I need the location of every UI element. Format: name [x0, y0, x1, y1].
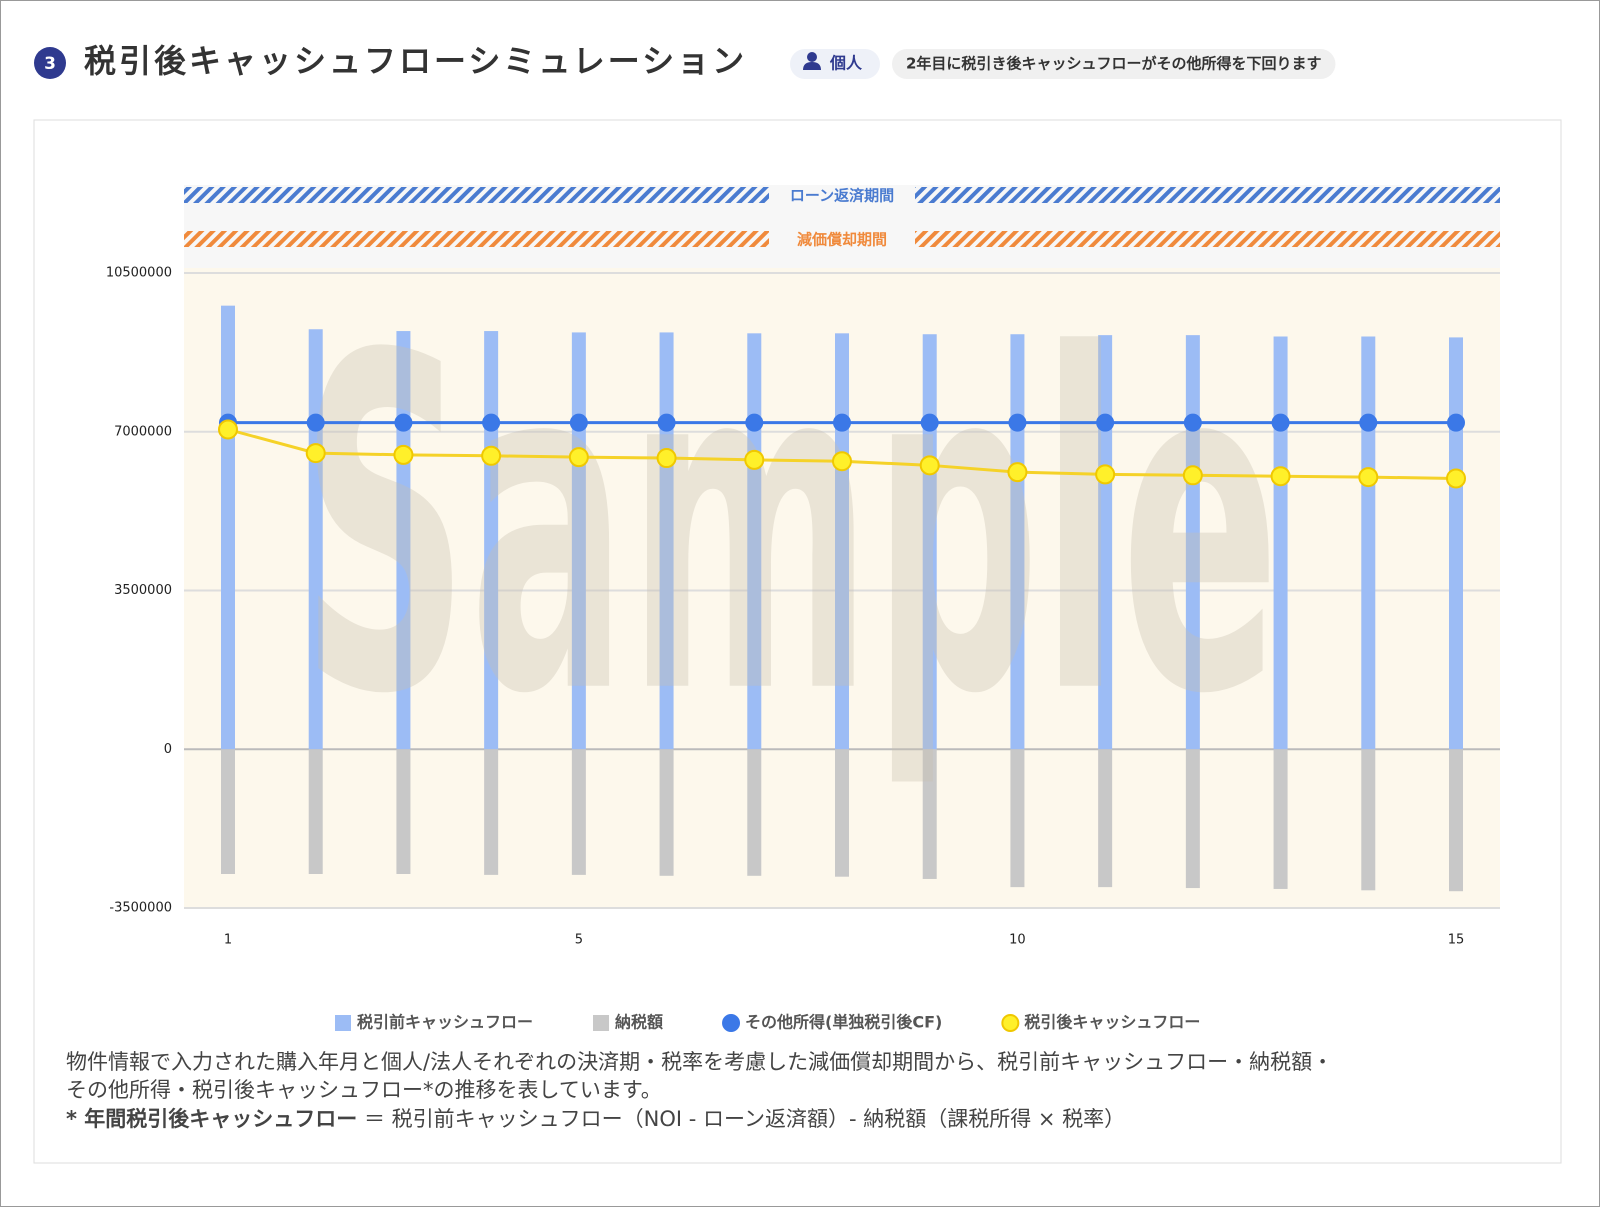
bar: [484, 749, 499, 875]
bar: [1361, 749, 1376, 891]
point: [1095, 464, 1116, 485]
bar: [308, 329, 323, 750]
bar: [396, 749, 411, 874]
band: [915, 231, 1500, 247]
bar: [1185, 335, 1200, 750]
step-circle: [34, 47, 66, 79]
bar: [396, 331, 411, 750]
formula: * 年間税引後キャッシュフロー ＝ 税引前キャッシュフロー（NOI - ローン返…: [66, 1107, 1125, 1131]
legend-label: その他所得(単独税引後CF): [745, 1013, 942, 1032]
point: [305, 443, 326, 464]
badge-label: 個人: [829, 54, 863, 73]
x-tick-label: 1: [224, 933, 232, 948]
bar: [1361, 336, 1376, 750]
band: [184, 187, 769, 203]
band-label: 減価償却期間: [797, 231, 887, 249]
y-tick-label: 10500000: [106, 266, 172, 281]
point: [482, 413, 501, 432]
point: [1182, 465, 1203, 486]
point: [833, 413, 851, 432]
x-tick-label: 10: [1009, 933, 1026, 948]
formula-label: * 年間税引後キャッシュフロー: [66, 1107, 357, 1131]
bar: [922, 749, 937, 879]
point: [569, 413, 588, 432]
y-tick-label: 7000000: [114, 424, 172, 439]
band: [915, 187, 1500, 203]
bar: [221, 305, 235, 750]
y-tick-label: -3500000: [109, 901, 172, 916]
notice: [892, 49, 1336, 79]
legend-marker: [593, 1015, 610, 1031]
bar: [571, 749, 586, 875]
point: [919, 455, 940, 476]
step-number: 3: [44, 54, 56, 74]
legend-label: 税引後キャッシュフロー: [1024, 1013, 1200, 1032]
point: [1446, 468, 1466, 489]
watermark: Sample: [300, 260, 1280, 795]
y-tick-label: 0: [164, 742, 172, 757]
bar: [308, 749, 323, 874]
point: [1271, 413, 1290, 432]
point: [1447, 413, 1465, 432]
x-tick-label: 5: [575, 933, 583, 948]
point: [745, 413, 764, 432]
point: [832, 451, 852, 472]
bar: [922, 334, 937, 750]
bar: [571, 332, 586, 750]
bar: [1449, 749, 1463, 892]
bar: [1010, 334, 1025, 750]
bar: [835, 333, 849, 750]
legend-marker: [1001, 1014, 1020, 1032]
point: [1096, 413, 1115, 432]
point: [1183, 413, 1202, 432]
bar: [747, 333, 762, 750]
point: [1359, 413, 1378, 432]
point: [656, 448, 677, 469]
point: [481, 445, 502, 466]
bar: [1010, 749, 1025, 888]
legend-label: 税引前キャッシュフロー: [357, 1013, 533, 1032]
band: [184, 231, 769, 247]
notice-label: 2年目に税引き後キャッシュフローがその他所得を下回ります: [906, 55, 1321, 73]
point: [568, 447, 589, 468]
x-tick-label: 15: [1448, 933, 1465, 948]
point: [218, 419, 238, 440]
bar: [484, 331, 499, 750]
point: [394, 413, 413, 432]
point: [920, 413, 939, 432]
bar: [1273, 336, 1288, 750]
bar: [1449, 337, 1463, 750]
legend-marker: [335, 1015, 351, 1031]
bar: [659, 332, 674, 750]
point: [1007, 462, 1028, 483]
bar: [835, 749, 849, 877]
legend-label: 納税額: [615, 1013, 663, 1032]
point: [1358, 467, 1379, 488]
point: [1270, 466, 1291, 487]
point: [1008, 413, 1027, 432]
bar: [1098, 749, 1113, 888]
bar: [1273, 749, 1288, 889]
bar: [221, 749, 235, 874]
bar: [659, 749, 674, 876]
point: [306, 413, 325, 432]
formula-text: ＝ 税引前キャッシュフロー（NOI - ローン返済額）- 納税額（課税所得 × …: [364, 1107, 1125, 1131]
bar: [1185, 749, 1200, 889]
point: [744, 449, 765, 470]
description-line: その他所得・税引後キャッシュフロー*の推移を表しています。: [66, 1078, 662, 1102]
person-icon: [803, 52, 821, 70]
description-line: 物件情報で入力された購入年月と個人/法人それぞれの決済期・税率を考慮した減価償却…: [66, 1050, 1333, 1074]
bar: [1098, 335, 1113, 750]
band-label: ローン返済期間: [790, 187, 894, 205]
y-tick-label: 3500000: [114, 583, 172, 598]
point: [393, 444, 414, 465]
legend-marker: [722, 1014, 741, 1032]
point: [657, 413, 676, 432]
title: 税引後キャッシュフローシミュレーション: [84, 42, 747, 80]
bar: [747, 749, 762, 876]
